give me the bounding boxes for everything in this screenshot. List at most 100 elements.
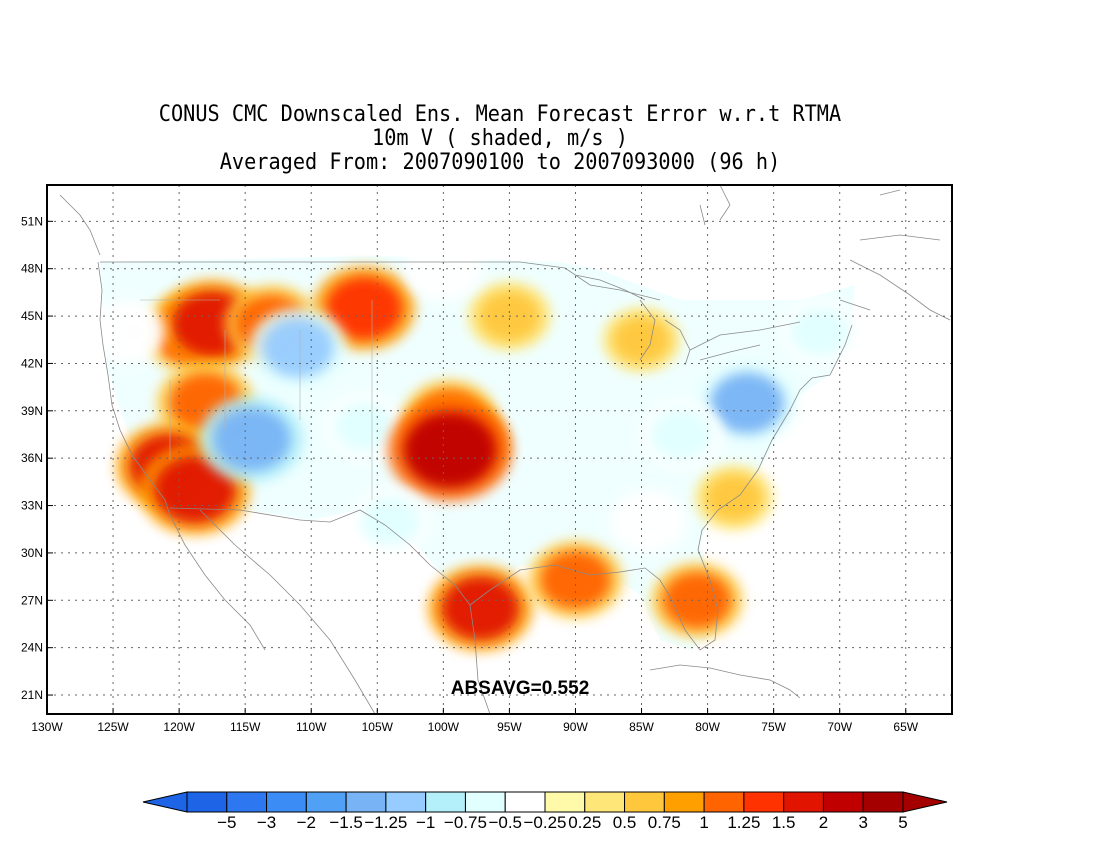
colorbar-label: 1.5 <box>772 813 796 832</box>
lat-label-27N: 27N <box>21 593 43 607</box>
colorbar-swatch-15 <box>783 791 824 813</box>
colorbar-label: 3 <box>858 813 867 832</box>
field-blob-florida-orange <box>663 572 732 629</box>
colorbar-right-arrow <box>902 791 948 813</box>
lat-label-33N: 33N <box>21 499 43 513</box>
field-blob-montana-red <box>326 276 403 340</box>
colorbar-swatch-1 <box>226 791 268 813</box>
gulf-coast-mexico <box>469 604 491 714</box>
lon-label-70W: 70W <box>827 720 852 734</box>
lon-label-115W: 115W <box>230 720 261 734</box>
colorbar-label: 0.25 <box>568 813 601 832</box>
field-blob-texas-west-blue <box>360 496 421 547</box>
field-blob-new-england-blue <box>789 307 850 357</box>
chart-title-line-3: Averaged From: 2007090100 to 2007093000 … <box>219 150 781 175</box>
canada-border <box>100 261 661 301</box>
colorbar-swatch-6 <box>425 791 466 813</box>
us-mexico-border <box>169 507 471 606</box>
lon-label-90W: 90W <box>563 720 588 734</box>
lat-label-39N: 39N <box>21 404 43 418</box>
colorbar-swatch-17 <box>862 791 904 813</box>
lon-label-80W: 80W <box>695 720 720 734</box>
colorbar-swatch-11 <box>624 791 665 813</box>
colorbar-label: 5 <box>898 813 907 832</box>
colorbar-label: 0.75 <box>648 813 681 832</box>
lon-label-105W: 105W <box>362 720 394 734</box>
colorbar-label: −0.25 <box>523 813 566 832</box>
colorbar-swatch-5 <box>385 791 427 813</box>
field-blob-pacific-coast-blue <box>97 307 156 356</box>
field-blob-idaho-blue <box>262 318 335 378</box>
colorbar-label: 1.25 <box>727 813 760 832</box>
colorbar-swatch-8 <box>504 791 546 813</box>
colorbar-swatch-10 <box>584 791 626 813</box>
cuba <box>649 664 801 699</box>
lat-label-21N: 21N <box>21 688 43 702</box>
latitude-tick-labels: 21N 24N 27N 30N 33N 36N 39N 42N 45N 48N 51N <box>21 214 53 702</box>
lat-label-24N: 24N <box>21 641 43 655</box>
field-blob-utah-blue <box>212 407 291 472</box>
lat-label-51N: 51N <box>21 214 43 228</box>
colorbar-swatch-9 <box>544 791 586 813</box>
colorbar-label: −5 <box>217 813 236 832</box>
colorbar-swatch-4 <box>345 791 387 813</box>
colorbar-swatch-0 <box>186 791 228 813</box>
mexico-west-coast <box>199 509 376 714</box>
colorbar-label: 0.5 <box>613 813 637 832</box>
colorbar-label: −2 <box>297 813 316 832</box>
lat-label-30N: 30N <box>21 546 43 560</box>
plot-frame <box>46 184 953 715</box>
colorbar-label: −1 <box>416 813 435 832</box>
colorbar-label: −0.5 <box>488 813 522 832</box>
canada-coast-north <box>59 185 951 321</box>
state-line-west <box>140 299 373 500</box>
shaded-error-field <box>87 236 861 652</box>
colorbar-label: −1.5 <box>329 813 363 832</box>
colorbar: −5 −3 −2 −1.5 −1.25 −1 −0.75 −0.5 −0.25 0.25 0.5 0.… <box>142 791 948 832</box>
lat-label-36N: 36N <box>21 451 43 465</box>
colorbar-swatch-13 <box>703 791 745 813</box>
colorbar-swatch-14 <box>743 791 785 813</box>
colorbar-label: −1.25 <box>364 813 407 832</box>
chart-title-line-2: 10m V ( shaded, m/s ) <box>372 126 628 151</box>
colorbar-swatch-12 <box>663 791 705 813</box>
baja-california <box>169 514 266 651</box>
field-blob-socal-red <box>153 456 236 524</box>
lon-label-85W: 85W <box>629 720 654 734</box>
chart-title-line-1: CONUS CMC Downscaled Ens. Mean Forecast … <box>158 102 842 127</box>
field-blob-colorado-blue <box>334 401 395 452</box>
field-blob-southeast-blue <box>619 497 678 546</box>
colorbar-label: 1 <box>699 813 708 832</box>
field-blob-appalachian-blue <box>650 408 713 461</box>
field-blob-plains-core <box>403 412 496 488</box>
lon-label-125W: 125W <box>97 720 129 734</box>
colorbar-swatch-16 <box>822 791 864 813</box>
lat-label-48N: 48N <box>21 262 43 276</box>
lon-label-100W: 100W <box>428 720 460 734</box>
us-west-coast <box>97 261 171 516</box>
us-gulf-coast <box>469 324 853 651</box>
field-blob-north-dakota-blue <box>414 244 473 293</box>
great-lakes <box>574 274 801 366</box>
lon-label-120W: 120W <box>163 720 195 734</box>
colorbar-swatch-2 <box>266 791 307 813</box>
lon-label-110W: 110W <box>296 720 327 734</box>
field-blob-carolina-yellow <box>705 473 764 522</box>
lat-label-45N: 45N <box>21 309 43 323</box>
lon-label-65W: 65W <box>893 720 918 734</box>
field-blob-east-coast-blue <box>710 372 785 434</box>
absavg-label: ABSAVG=0.552 <box>451 678 590 699</box>
coastlines-and-borders <box>59 185 951 714</box>
colorbar-label: 2 <box>819 813 828 832</box>
lon-label-75W: 75W <box>761 720 786 734</box>
field-blob-texas-coast-red <box>441 576 520 641</box>
colorbar-label: −3 <box>257 813 276 832</box>
field-blob-gulf-orange <box>540 550 611 609</box>
colorbar-swatch-3 <box>305 791 347 813</box>
colorbar-swatch-7 <box>464 791 506 813</box>
lat-label-42N: 42N <box>21 356 43 370</box>
lon-label-95W: 95W <box>497 720 522 734</box>
longitude-tick-labels: 130W 125W 120W 115W 110W 105W 100W 95W 90W 85W 80W… <box>31 708 919 734</box>
colorbar-left-arrow <box>142 791 188 813</box>
